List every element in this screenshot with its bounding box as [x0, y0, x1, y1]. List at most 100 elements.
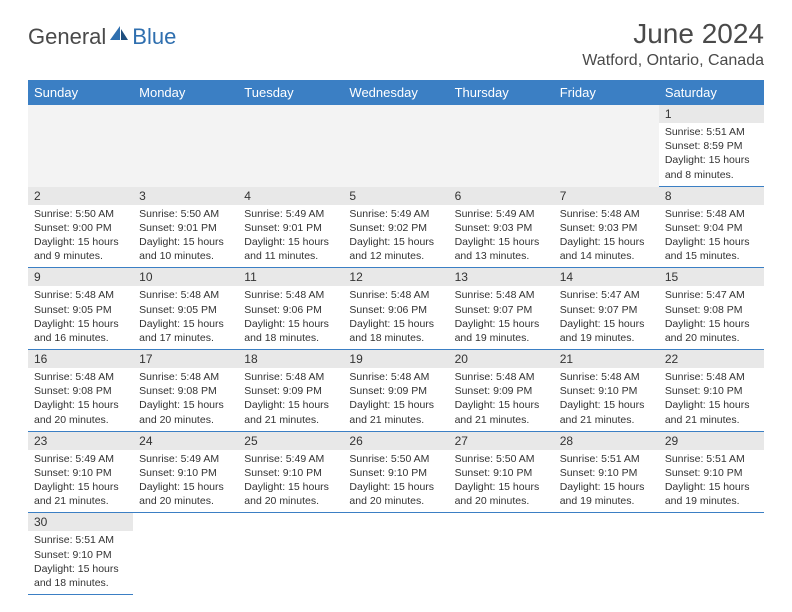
sunrise-line: Sunrise: 5:48 AM [560, 207, 653, 221]
day-details: Sunrise: 5:48 AMSunset: 9:09 PMDaylight:… [343, 368, 448, 431]
calendar-day-cell: 1Sunrise: 5:51 AMSunset: 8:59 PMDaylight… [659, 105, 764, 187]
calendar-day-cell: 30Sunrise: 5:51 AMSunset: 9:10 PMDayligh… [28, 513, 133, 595]
day-details: Sunrise: 5:50 AMSunset: 9:10 PMDaylight:… [449, 450, 554, 513]
day-details: Sunrise: 5:47 AMSunset: 9:07 PMDaylight:… [554, 286, 659, 349]
daylight-line-2: and 18 minutes. [34, 576, 127, 590]
day-number: 29 [659, 432, 764, 450]
daylight-line-2: and 16 minutes. [34, 331, 127, 345]
sunset-line: Sunset: 9:05 PM [34, 303, 127, 317]
calendar-week-row: 30Sunrise: 5:51 AMSunset: 9:10 PMDayligh… [28, 513, 764, 595]
daylight-line-1: Daylight: 15 hours [34, 562, 127, 576]
sunset-line: Sunset: 9:10 PM [560, 466, 653, 480]
daylight-line-2: and 17 minutes. [139, 331, 232, 345]
sunrise-line: Sunrise: 5:49 AM [455, 207, 548, 221]
day-number: 28 [554, 432, 659, 450]
day-details: Sunrise: 5:50 AMSunset: 9:01 PMDaylight:… [133, 205, 238, 268]
title-block: June 2024 Watford, Ontario, Canada [582, 18, 764, 70]
day-number: 6 [449, 187, 554, 205]
daylight-line-2: and 14 minutes. [560, 249, 653, 263]
daylight-line-1: Daylight: 15 hours [34, 317, 127, 331]
sunrise-line: Sunrise: 5:48 AM [349, 370, 442, 384]
calendar-empty-cell [449, 513, 554, 595]
sunrise-line: Sunrise: 5:51 AM [560, 452, 653, 466]
day-details: Sunrise: 5:48 AMSunset: 9:10 PMDaylight:… [554, 368, 659, 431]
sunrise-line: Sunrise: 5:48 AM [34, 370, 127, 384]
sunrise-line: Sunrise: 5:48 AM [455, 288, 548, 302]
day-number: 4 [238, 187, 343, 205]
calendar-day-cell: 10Sunrise: 5:48 AMSunset: 9:05 PMDayligh… [133, 268, 238, 350]
daylight-line-1: Daylight: 15 hours [244, 317, 337, 331]
day-details: Sunrise: 5:49 AMSunset: 9:01 PMDaylight:… [238, 205, 343, 268]
sunrise-line: Sunrise: 5:48 AM [665, 370, 758, 384]
day-details: Sunrise: 5:50 AMSunset: 9:10 PMDaylight:… [343, 450, 448, 513]
daylight-line-2: and 10 minutes. [139, 249, 232, 263]
sunrise-line: Sunrise: 5:51 AM [665, 125, 758, 139]
sunset-line: Sunset: 9:07 PM [455, 303, 548, 317]
day-number: 26 [343, 432, 448, 450]
daylight-line-1: Daylight: 15 hours [665, 153, 758, 167]
sunrise-line: Sunrise: 5:48 AM [34, 288, 127, 302]
day-number: 19 [343, 350, 448, 368]
calendar-empty-cell [449, 105, 554, 187]
day-wrapper: 7Sunrise: 5:48 AMSunset: 9:03 PMDaylight… [554, 187, 659, 269]
sunset-line: Sunset: 9:10 PM [34, 466, 127, 480]
calendar-empty-cell [133, 513, 238, 595]
sunset-line: Sunset: 9:10 PM [34, 548, 127, 562]
sunrise-line: Sunrise: 5:47 AM [665, 288, 758, 302]
calendar-day-cell: 8Sunrise: 5:48 AMSunset: 9:04 PMDaylight… [659, 187, 764, 269]
sunrise-line: Sunrise: 5:49 AM [244, 452, 337, 466]
weekday-heading: Monday [133, 80, 238, 105]
brand-text-blue: Blue [132, 24, 176, 50]
day-number: 20 [449, 350, 554, 368]
page-subtitle: Watford, Ontario, Canada [582, 52, 764, 70]
day-wrapper: 17Sunrise: 5:48 AMSunset: 9:08 PMDayligh… [133, 350, 238, 432]
day-wrapper: 25Sunrise: 5:49 AMSunset: 9:10 PMDayligh… [238, 432, 343, 514]
daylight-line-1: Daylight: 15 hours [34, 480, 127, 494]
daylight-line-1: Daylight: 15 hours [139, 317, 232, 331]
sunrise-line: Sunrise: 5:49 AM [349, 207, 442, 221]
calendar-day-cell: 24Sunrise: 5:49 AMSunset: 9:10 PMDayligh… [133, 432, 238, 514]
day-wrapper: 1Sunrise: 5:51 AMSunset: 8:59 PMDaylight… [659, 105, 764, 187]
daylight-line-1: Daylight: 15 hours [244, 398, 337, 412]
day-number: 22 [659, 350, 764, 368]
calendar-day-cell: 11Sunrise: 5:48 AMSunset: 9:06 PMDayligh… [238, 268, 343, 350]
day-details: Sunrise: 5:51 AMSunset: 8:59 PMDaylight:… [659, 123, 764, 186]
calendar-empty-cell [343, 105, 448, 187]
day-number: 21 [554, 350, 659, 368]
sunrise-line: Sunrise: 5:48 AM [244, 370, 337, 384]
sunset-line: Sunset: 9:09 PM [244, 384, 337, 398]
day-number: 16 [28, 350, 133, 368]
day-details: Sunrise: 5:48 AMSunset: 9:05 PMDaylight:… [133, 286, 238, 349]
sail-icon [108, 24, 130, 42]
weekday-header-row: Sunday Monday Tuesday Wednesday Thursday… [28, 80, 764, 105]
day-wrapper: 19Sunrise: 5:48 AMSunset: 9:09 PMDayligh… [343, 350, 448, 432]
daylight-line-1: Daylight: 15 hours [139, 398, 232, 412]
sunset-line: Sunset: 9:10 PM [665, 466, 758, 480]
daylight-line-2: and 21 minutes. [560, 413, 653, 427]
day-wrapper: 13Sunrise: 5:48 AMSunset: 9:07 PMDayligh… [449, 268, 554, 350]
day-wrapper: 20Sunrise: 5:48 AMSunset: 9:09 PMDayligh… [449, 350, 554, 432]
daylight-line-2: and 19 minutes. [560, 494, 653, 508]
daylight-line-2: and 20 minutes. [139, 413, 232, 427]
calendar-day-cell: 25Sunrise: 5:49 AMSunset: 9:10 PMDayligh… [238, 432, 343, 514]
sunset-line: Sunset: 9:10 PM [139, 466, 232, 480]
day-details: Sunrise: 5:48 AMSunset: 9:09 PMDaylight:… [449, 368, 554, 431]
daylight-line-1: Daylight: 15 hours [665, 235, 758, 249]
day-wrapper: 23Sunrise: 5:49 AMSunset: 9:10 PMDayligh… [28, 432, 133, 514]
day-details: Sunrise: 5:48 AMSunset: 9:09 PMDaylight:… [238, 368, 343, 431]
sunset-line: Sunset: 9:01 PM [244, 221, 337, 235]
day-number: 27 [449, 432, 554, 450]
daylight-line-1: Daylight: 15 hours [139, 480, 232, 494]
calendar-day-cell: 3Sunrise: 5:50 AMSunset: 9:01 PMDaylight… [133, 187, 238, 269]
day-number: 1 [659, 105, 764, 123]
daylight-line-1: Daylight: 15 hours [244, 235, 337, 249]
day-wrapper: 8Sunrise: 5:48 AMSunset: 9:04 PMDaylight… [659, 187, 764, 269]
daylight-line-1: Daylight: 15 hours [560, 235, 653, 249]
calendar-empty-cell [238, 513, 343, 595]
day-wrapper: 18Sunrise: 5:48 AMSunset: 9:09 PMDayligh… [238, 350, 343, 432]
sunset-line: Sunset: 9:08 PM [139, 384, 232, 398]
day-details: Sunrise: 5:48 AMSunset: 9:05 PMDaylight:… [28, 286, 133, 349]
weekday-heading: Wednesday [343, 80, 448, 105]
sunset-line: Sunset: 9:05 PM [139, 303, 232, 317]
sunrise-line: Sunrise: 5:48 AM [560, 370, 653, 384]
